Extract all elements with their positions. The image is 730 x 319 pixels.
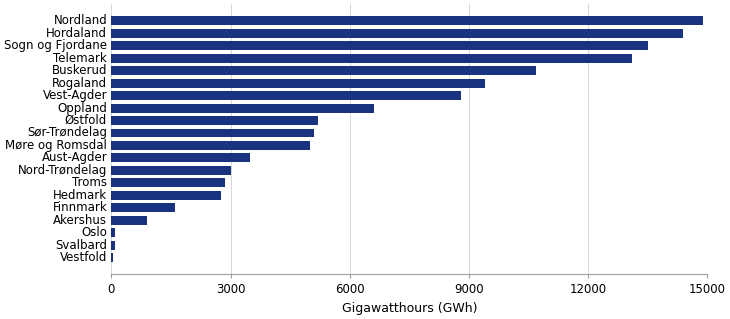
X-axis label: Gigawatthours (GWh): Gigawatthours (GWh) — [342, 302, 477, 315]
Bar — [112, 216, 147, 225]
Bar — [112, 91, 461, 100]
Bar — [112, 104, 374, 113]
Bar — [112, 129, 314, 137]
Bar — [112, 79, 485, 88]
Bar — [112, 153, 250, 162]
Bar — [112, 29, 683, 38]
Bar — [112, 116, 318, 125]
Bar — [112, 41, 648, 50]
Bar — [112, 228, 115, 237]
Bar — [112, 17, 704, 26]
Bar — [112, 54, 632, 63]
Bar — [112, 191, 220, 200]
Bar — [112, 66, 537, 75]
Bar — [112, 241, 115, 249]
Bar — [112, 203, 175, 212]
Bar — [112, 178, 225, 187]
Bar — [112, 141, 310, 150]
Bar — [112, 166, 231, 175]
